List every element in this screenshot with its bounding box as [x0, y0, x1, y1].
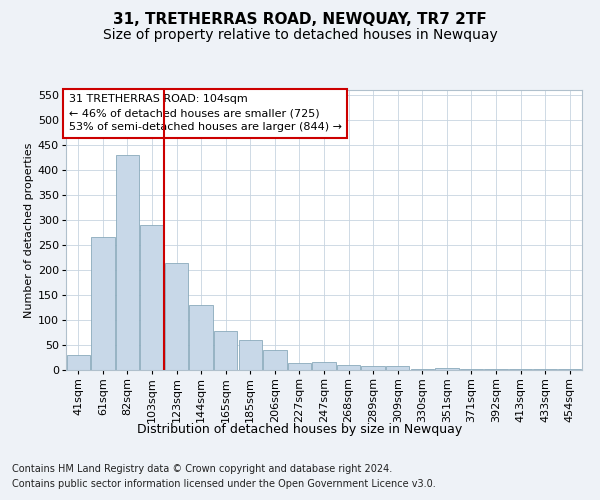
Bar [116, 155, 139, 370]
Text: 31, TRETHERRAS ROAD, NEWQUAY, TR7 2TF: 31, TRETHERRAS ROAD, NEWQUAY, TR7 2TF [113, 12, 487, 28]
Text: Contains HM Land Registry data © Crown copyright and database right 2024.: Contains HM Land Registry data © Crown c… [12, 464, 392, 474]
Bar [484, 369, 508, 370]
Bar [214, 331, 238, 370]
Bar [91, 238, 115, 370]
Bar [190, 305, 213, 370]
Bar [165, 262, 188, 370]
Bar [460, 369, 483, 370]
Y-axis label: Number of detached properties: Number of detached properties [24, 142, 34, 318]
Bar [313, 362, 335, 370]
Bar [67, 355, 90, 370]
Bar [288, 362, 311, 370]
Bar [361, 366, 385, 370]
Text: Size of property relative to detached houses in Newquay: Size of property relative to detached ho… [103, 28, 497, 42]
Bar [337, 365, 360, 370]
Bar [239, 340, 262, 370]
Text: 31 TRETHERRAS ROAD: 104sqm
← 46% of detached houses are smaller (725)
53% of sem: 31 TRETHERRAS ROAD: 104sqm ← 46% of deta… [68, 94, 341, 132]
Bar [263, 350, 287, 370]
Bar [410, 369, 434, 370]
Text: Contains public sector information licensed under the Open Government Licence v3: Contains public sector information licen… [12, 479, 436, 489]
Bar [509, 369, 532, 370]
Bar [386, 366, 409, 370]
Bar [558, 369, 581, 370]
Bar [140, 225, 164, 370]
Bar [533, 369, 557, 370]
Bar [435, 368, 458, 370]
Text: Distribution of detached houses by size in Newquay: Distribution of detached houses by size … [137, 422, 463, 436]
